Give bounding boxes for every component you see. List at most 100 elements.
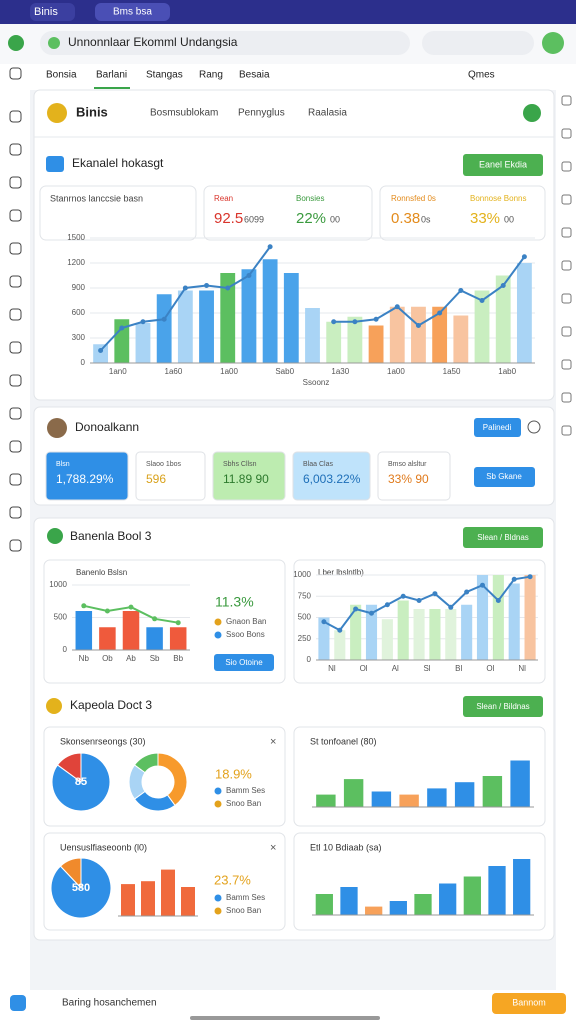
- y-tick-label: 1000: [49, 580, 67, 589]
- big-value: 11.3%: [215, 594, 254, 610]
- stat-value: 22%: [296, 210, 326, 227]
- button[interactable]: [463, 154, 543, 176]
- bar: [135, 323, 151, 363]
- sidebar-icon[interactable]: [9, 110, 22, 123]
- bar: [343, 779, 364, 807]
- bar: [427, 788, 447, 807]
- sidebar-icon[interactable]: [9, 143, 22, 156]
- sidebar-icon[interactable]: [9, 506, 22, 519]
- bar: [432, 306, 448, 363]
- button[interactable]: [474, 467, 535, 487]
- summary-avatar: [47, 418, 67, 438]
- bar: [524, 575, 536, 660]
- sidebar-icon[interactable]: [9, 67, 22, 80]
- stat-unit: 0s: [421, 214, 431, 224]
- y-tick-label: 1000: [293, 570, 311, 579]
- sidebar-icon[interactable]: [561, 293, 572, 304]
- button[interactable]: [492, 993, 566, 1014]
- legend-dot: [214, 907, 222, 915]
- tab-label[interactable]: Binis: [34, 6, 58, 18]
- bar: [439, 883, 457, 915]
- bar: [474, 290, 490, 363]
- panel-tab[interactable]: Pennyglus: [238, 108, 285, 119]
- close[interactable]: ×: [270, 736, 276, 748]
- bar: [414, 894, 432, 915]
- tab[interactable]: [95, 3, 170, 21]
- button[interactable]: [214, 654, 274, 671]
- sidebar-icon[interactable]: [561, 260, 572, 271]
- button-label[interactable]: Slean / Bildnas: [476, 702, 529, 711]
- button-label[interactable]: Palinedi: [483, 423, 512, 432]
- y-tick-label: 0: [81, 358, 86, 367]
- sidebar-icon[interactable]: [561, 95, 572, 106]
- sidebar-icon[interactable]: [9, 473, 22, 486]
- section-icon: [46, 698, 62, 714]
- sidebar-icon[interactable]: [9, 407, 22, 420]
- note: Stanrnos lanccsie basn: [50, 193, 143, 203]
- x-tick-label: Nl: [328, 664, 336, 673]
- notify[interactable]: [523, 104, 541, 122]
- x-tick-label: 1a00: [387, 367, 405, 376]
- sidebar-icon[interactable]: [561, 326, 572, 337]
- button-label[interactable]: Sio Otoine: [225, 658, 263, 667]
- pie-label: 85: [75, 776, 87, 788]
- panel-tab[interactable]: Bosmsublokam: [150, 108, 218, 119]
- bar: [146, 627, 163, 650]
- panel-tab[interactable]: Raalasia: [308, 108, 347, 119]
- slice: [56, 752, 82, 783]
- bar: [340, 887, 358, 915]
- button-label[interactable]: Slean / Bldnas: [477, 533, 529, 542]
- button[interactable]: [463, 696, 543, 717]
- stat-unit: 6099: [244, 214, 264, 224]
- address-field[interactable]: [40, 31, 410, 55]
- help-icon[interactable]: [527, 420, 541, 434]
- nav-tab[interactable]: Besaia: [239, 70, 270, 81]
- nav-tab[interactable]: Stangas: [146, 70, 183, 81]
- bar: [334, 630, 346, 660]
- tab[interactable]: [30, 3, 75, 21]
- bar: [93, 344, 109, 363]
- slice: [51, 752, 111, 812]
- tab-label[interactable]: Bms bsa: [113, 7, 152, 18]
- bar: [453, 315, 469, 363]
- x-tick-label: 1an0: [109, 367, 127, 376]
- sidebar-icon[interactable]: [561, 161, 572, 172]
- bar: [413, 609, 425, 660]
- nav-tab[interactable]: Barlani: [96, 70, 127, 81]
- x-tick-label: Ol: [360, 664, 368, 673]
- sidebar-icon[interactable]: [9, 242, 22, 255]
- sidebar-icon[interactable]: [9, 539, 22, 552]
- nav-tab[interactable]: Rang: [199, 70, 223, 81]
- button-label[interactable]: Sb Gkane: [486, 472, 522, 481]
- bar: [241, 269, 257, 363]
- button[interactable]: [474, 418, 521, 437]
- sidebar-icon[interactable]: [9, 440, 22, 453]
- sidebar-icon[interactable]: [561, 194, 572, 205]
- sidebar-icon[interactable]: [561, 359, 572, 370]
- sidebar-icon[interactable]: [9, 209, 22, 222]
- bar: [397, 600, 409, 660]
- bar: [181, 887, 195, 916]
- sidebar-icon[interactable]: [9, 374, 22, 387]
- browser-bar: [0, 0, 576, 24]
- sidebar-icon[interactable]: [561, 227, 572, 238]
- sidebar-icon[interactable]: [561, 425, 572, 436]
- nav-right[interactable]: Qmes: [468, 70, 495, 81]
- button-label[interactable]: Eanel Ekdia: [479, 159, 527, 169]
- sidebar-icon[interactable]: [9, 341, 22, 354]
- sidebar-icon[interactable]: [9, 176, 22, 189]
- sidebar-icon[interactable]: [9, 275, 22, 288]
- nav-tab[interactable]: Bonsia: [46, 70, 77, 81]
- y-tick-label: 1500: [67, 233, 85, 242]
- x-tick-label: Ol: [486, 664, 494, 673]
- button-label[interactable]: Bannom: [512, 997, 546, 1007]
- sidebar-icon[interactable]: [561, 128, 572, 139]
- card-value: 596: [146, 472, 166, 486]
- bar: [399, 794, 419, 807]
- button[interactable]: [463, 527, 543, 548]
- bar: [141, 881, 155, 916]
- sidebar-icon[interactable]: [9, 308, 22, 321]
- profile[interactable]: [542, 32, 564, 54]
- sidebar-icon[interactable]: [561, 392, 572, 403]
- close[interactable]: ×: [270, 842, 276, 854]
